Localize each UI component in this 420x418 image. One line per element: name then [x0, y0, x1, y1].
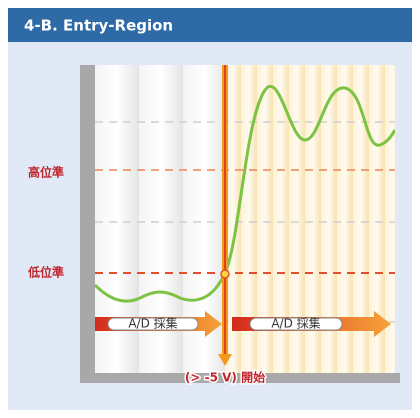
- bottom-bar: [80, 373, 400, 383]
- left-bar: [80, 65, 95, 383]
- header-bar: [8, 8, 412, 42]
- trigger-point: [220, 269, 230, 279]
- trigger-label: (> -5 V) 開始: [185, 370, 265, 385]
- acq-label-box: [249, 317, 343, 331]
- signal-curve: [95, 85, 395, 303]
- high-level-label: 高位準: [28, 165, 64, 180]
- acq-label: A/D 採集: [128, 316, 177, 331]
- acq-label: A/D 採集: [271, 316, 320, 331]
- acq-label-box: [107, 317, 199, 331]
- header-title: 4-B. Entry-Region: [24, 17, 173, 35]
- low-level-label: 低位準: [27, 265, 64, 280]
- trigger-arrowhead: [218, 354, 232, 366]
